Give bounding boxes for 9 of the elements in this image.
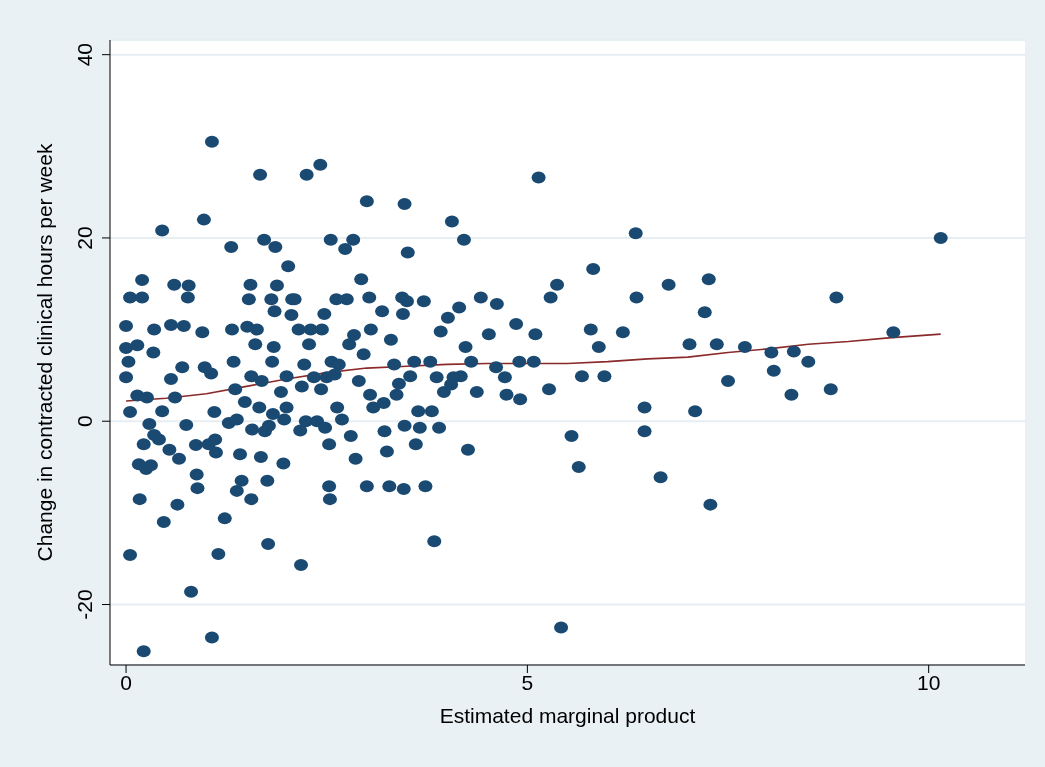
- y-tick-label: -20: [73, 589, 96, 620]
- x-tick-label: 0: [120, 670, 132, 694]
- x-tick-label: 5: [521, 670, 534, 694]
- y-tick-label: 40: [73, 42, 96, 67]
- x-tick-label: 10: [917, 670, 941, 694]
- y-axis-title: Change in contracted clinical hours per week: [33, 143, 57, 562]
- y-tick-label: 20: [73, 226, 96, 250]
- y-tick-label: 0: [73, 415, 96, 428]
- x-axis-title: Estimated marginal product: [439, 704, 696, 727]
